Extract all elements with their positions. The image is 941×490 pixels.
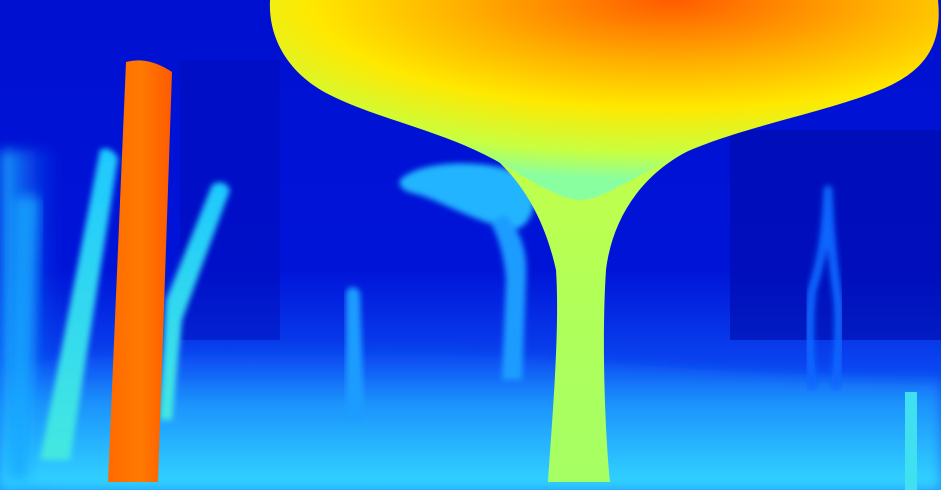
large-mushroom (269, 0, 939, 482)
mushroom-canopy (269, 0, 939, 200)
small-mushroom (399, 163, 534, 380)
floor (0, 342, 941, 490)
mushroom-stem (470, 140, 690, 482)
left-stalks (8, 148, 230, 480)
left-dark-band (180, 60, 280, 340)
background-stalks (805, 185, 844, 390)
center-stalk (346, 287, 364, 420)
right-edge-stalk (905, 392, 917, 490)
orange-pole (108, 60, 172, 482)
